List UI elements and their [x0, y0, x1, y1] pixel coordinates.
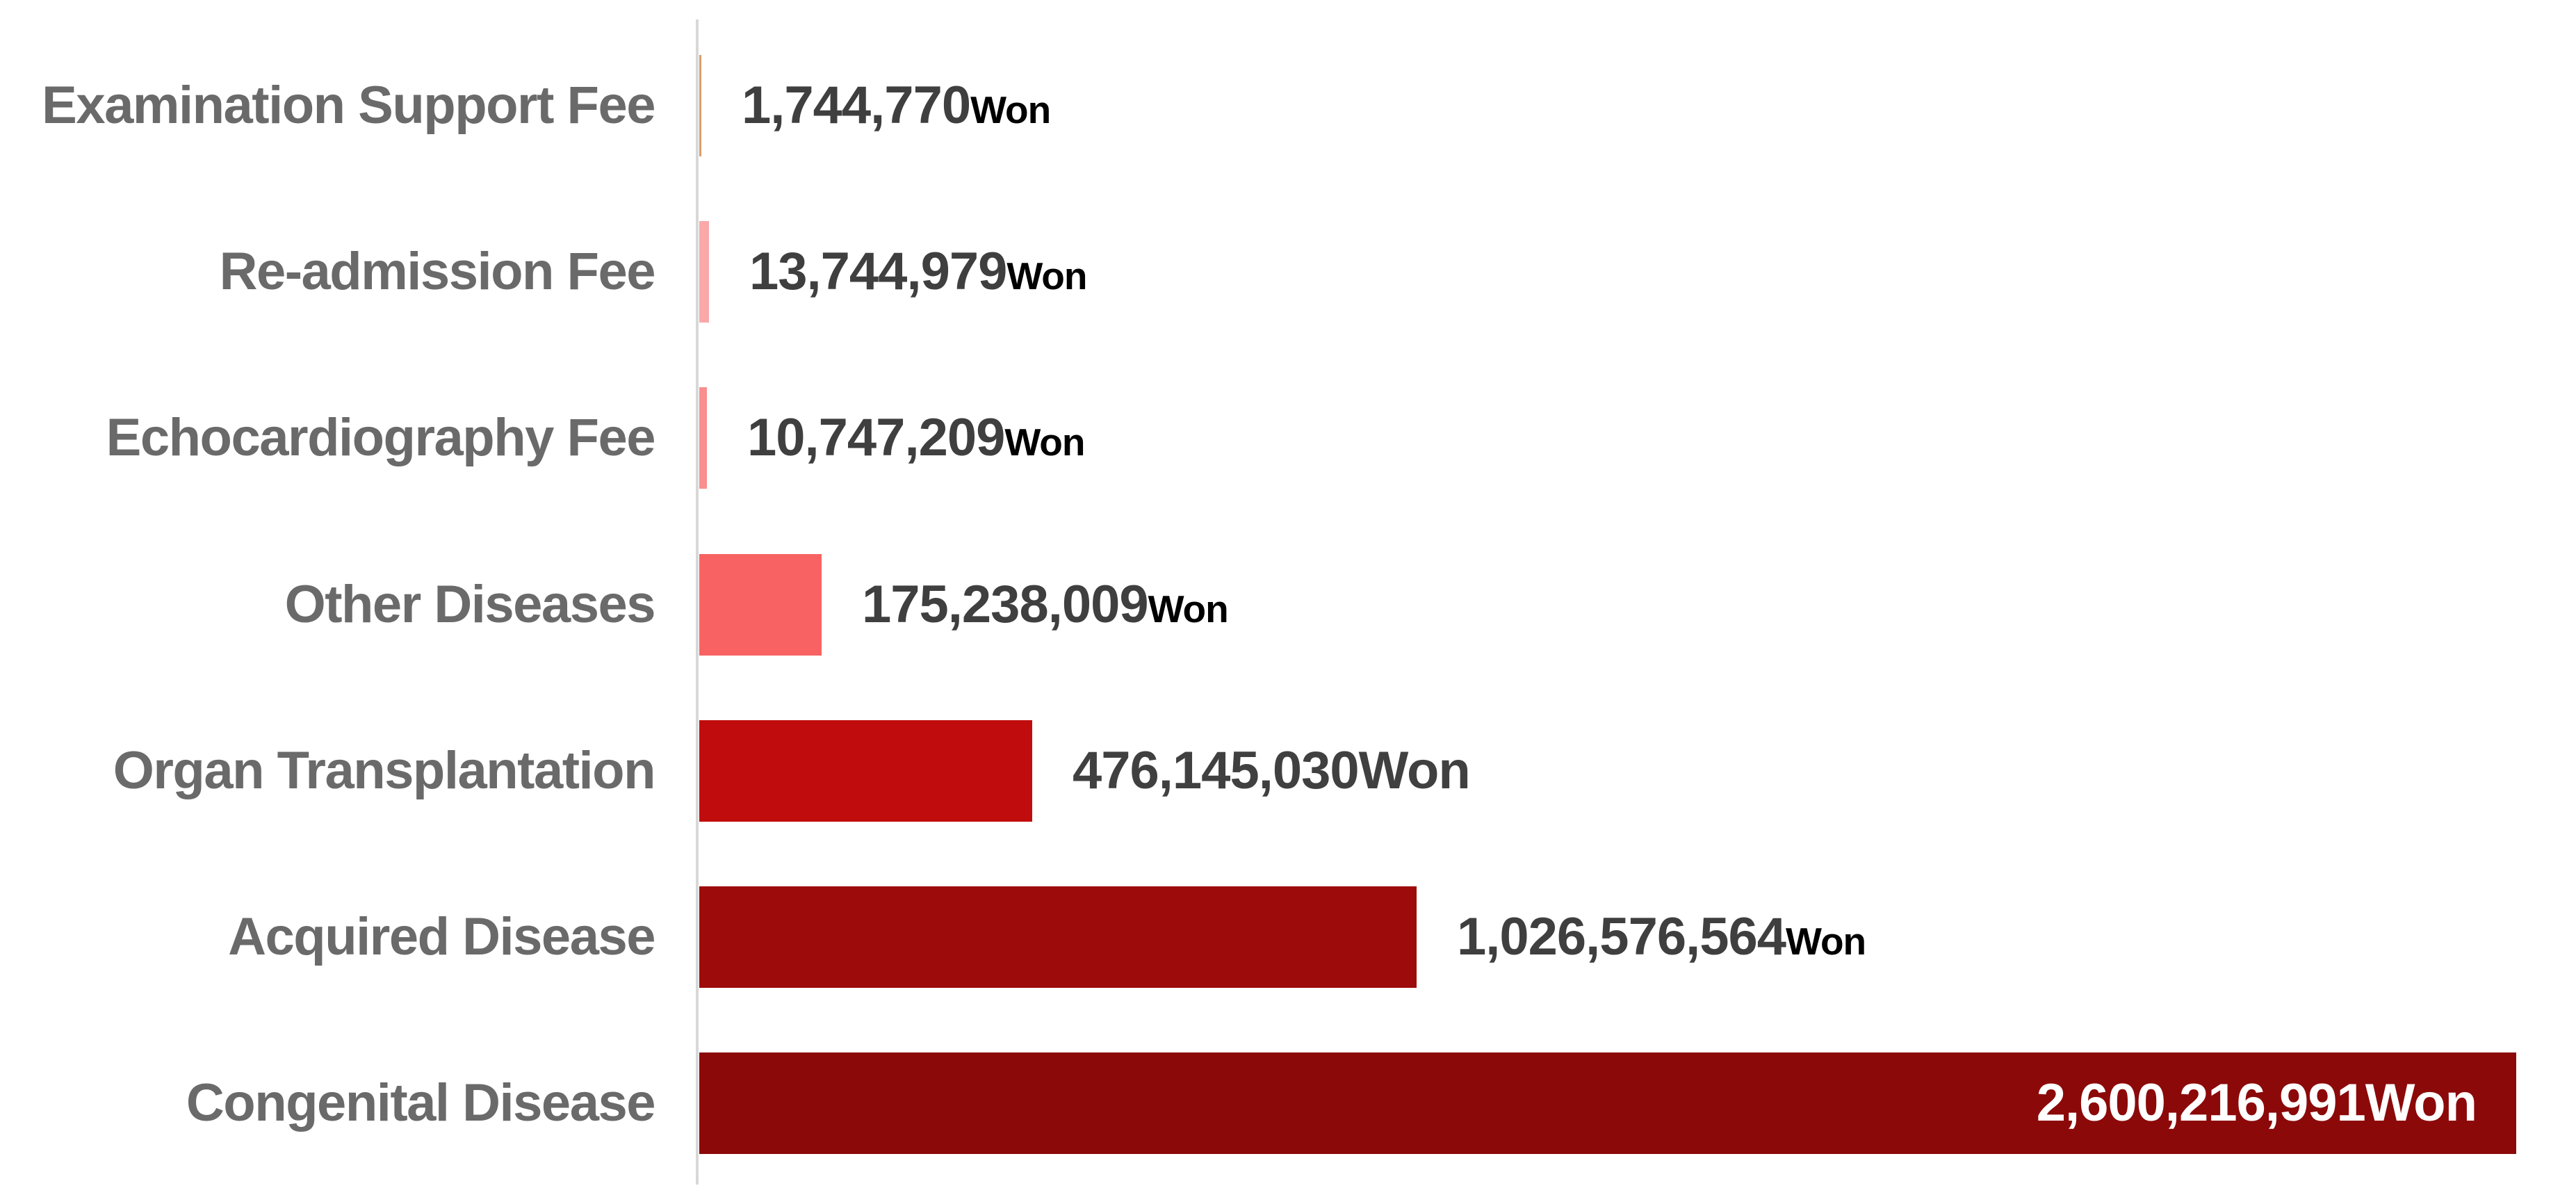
value-label: 10,747,209Won [747, 387, 1086, 489]
value-unit: Won [1358, 741, 1471, 800]
category-label: Acquired Disease [228, 907, 655, 966]
value-unit: Won [1004, 421, 1085, 464]
value-number: 1,744,770 [742, 76, 971, 135]
value-unit: Won [2365, 1073, 2477, 1132]
value-unit: Won [1148, 587, 1229, 631]
category-label: Other Diseases [284, 575, 656, 634]
bar [699, 387, 707, 489]
bar [699, 221, 709, 323]
bar [699, 720, 1032, 822]
value-number: 1,026,576,564 [1457, 907, 1786, 966]
value-label: 175,238,009Won [862, 554, 1229, 656]
category-label: Organ Transplantation [113, 741, 656, 800]
bar [699, 55, 701, 156]
value-label: 1,026,576,564Won [1457, 886, 1866, 988]
value-label: 2,600,216,991Won [699, 1052, 2477, 1154]
category-label: Echocardiography Fee [106, 408, 656, 467]
value-number: 175,238,009 [862, 575, 1149, 634]
bar [699, 886, 1417, 988]
value-label: 1,744,770Won [742, 55, 1051, 156]
y-axis-line [696, 19, 699, 1185]
value-number: 476,145,030 [1073, 741, 1360, 800]
category-label: Congenital Disease [186, 1073, 656, 1132]
value-number: 10,747,209 [747, 408, 1005, 467]
value-number: 2,600,216,991 [2036, 1073, 2366, 1132]
value-unit: Won [1006, 254, 1087, 298]
value-number: 13,744,979 [749, 242, 1007, 301]
category-label: Re-admission Fee [219, 242, 656, 301]
value-label: 476,145,030Won [1073, 720, 1471, 822]
value-unit: Won [970, 88, 1051, 131]
bar [699, 554, 822, 656]
value-label: 13,744,979Won [749, 221, 1088, 323]
category-label: Examination Support Fee [42, 76, 655, 135]
bar [699, 1052, 2516, 1154]
value-unit: Won [1786, 920, 1866, 963]
